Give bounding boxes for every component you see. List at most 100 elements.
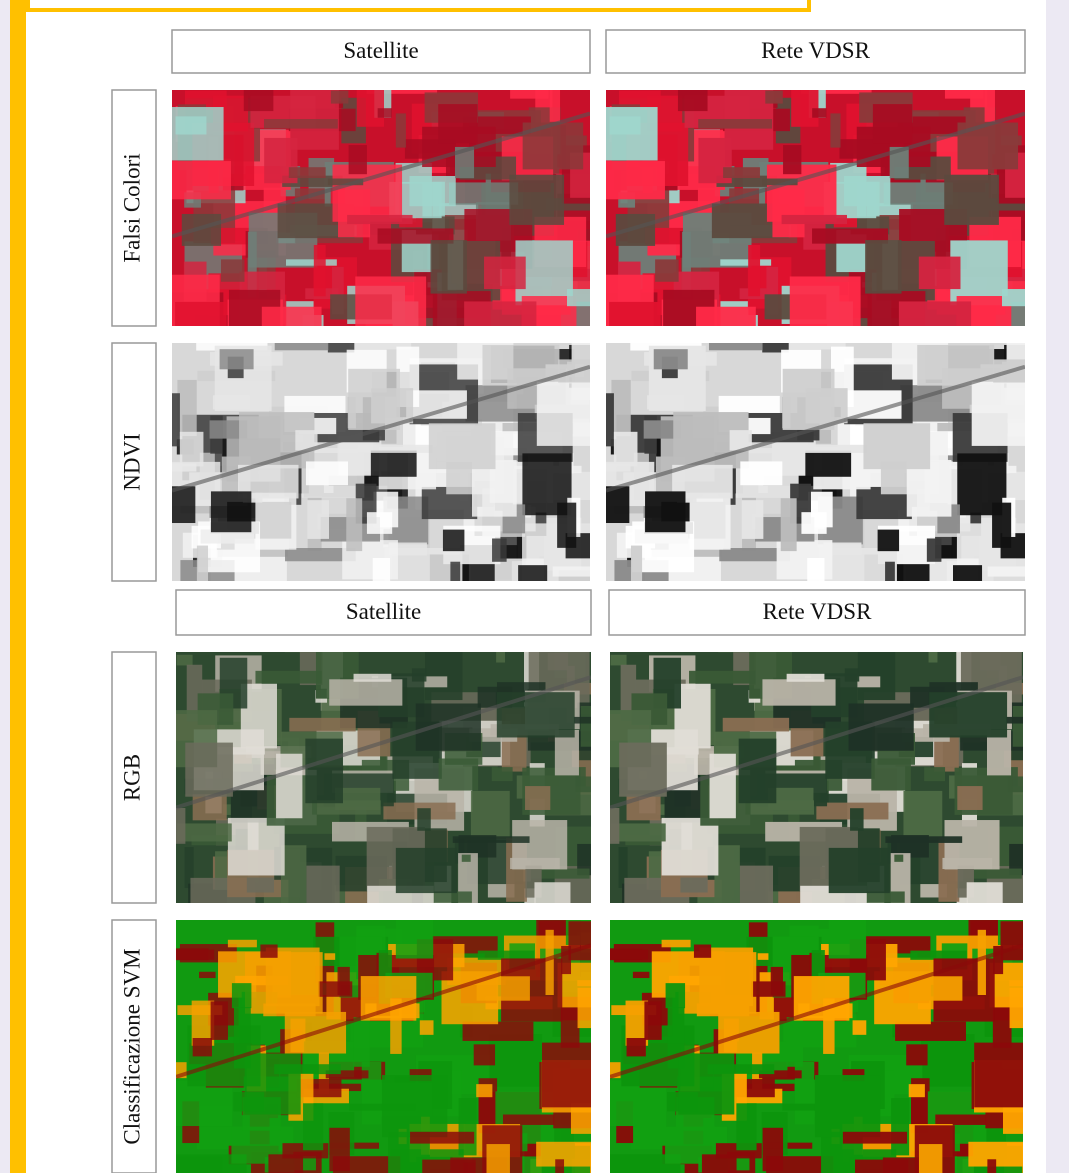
image-patch: [546, 930, 554, 995]
image-patch: [644, 1001, 661, 1039]
image-patch: [662, 818, 719, 876]
row-label: NDVI: [119, 433, 144, 491]
image-patch: [873, 104, 912, 143]
image-patch: [884, 182, 953, 204]
image-patch: [957, 786, 982, 810]
image-patch: [878, 530, 899, 552]
image-patch: [815, 1075, 880, 1137]
image-patch: [349, 145, 367, 174]
column-header: Rete VDSR: [761, 38, 870, 63]
image-patch: [740, 461, 782, 485]
image-patch: [471, 791, 510, 842]
image-patch: [903, 791, 942, 842]
image-patch: [662, 940, 691, 948]
image-patch: [412, 668, 426, 681]
image-patch: [919, 1144, 942, 1173]
image-patch: [694, 945, 711, 958]
image-patch: [924, 767, 945, 781]
image-patch: [509, 175, 564, 225]
image-patch: [492, 767, 513, 781]
image-patch: [723, 167, 760, 178]
image-patch: [742, 500, 764, 539]
image-patch: [289, 718, 355, 732]
image-patch: [371, 451, 417, 477]
image-patch: [792, 445, 867, 453]
image-patch: [974, 1043, 1028, 1108]
image-patch: [655, 259, 679, 281]
image-patch: [689, 671, 755, 684]
image-patch: [449, 182, 518, 204]
image-patch: [420, 1020, 434, 1035]
image-patch: [305, 739, 343, 804]
image-patch: [462, 855, 471, 862]
image-patch: [993, 1008, 1012, 1048]
figure: SatelliteRete VDSRSatelliteRete VDSRFals…: [0, 0, 1069, 1173]
image-patch: [865, 240, 901, 293]
image-patch: [431, 240, 467, 293]
image-patch: [645, 491, 685, 532]
image-patch: [289, 167, 326, 178]
top-banner-inner: [30, 0, 807, 8]
image-patch: [609, 808, 619, 844]
image-patch: [910, 951, 966, 960]
image-patch: [260, 945, 277, 958]
image-patch: [410, 1132, 474, 1144]
image-patch: [843, 1132, 907, 1144]
image-patch: [163, 161, 231, 199]
image-patch: [247, 878, 274, 893]
image-patch: [199, 972, 216, 978]
image-patch: [510, 858, 560, 869]
image-patch: [783, 369, 835, 430]
image-patch: [812, 108, 826, 118]
image-patch: [348, 369, 400, 430]
image-patch: [382, 1075, 447, 1137]
image-patch: [844, 176, 890, 206]
image-patch: [720, 259, 771, 265]
image-patch: [967, 882, 1003, 906]
image-patch: [228, 818, 285, 876]
image-patch: [422, 1160, 475, 1173]
image-patch: [542, 1043, 596, 1108]
image-patch: [396, 113, 406, 147]
image-patch: [783, 145, 801, 174]
image-patch: [748, 245, 760, 296]
image-patch: [211, 1001, 228, 1039]
image-patch: [801, 512, 826, 534]
image-patch: [264, 119, 338, 129]
column-header: Satellite: [343, 38, 418, 63]
image-patch: [474, 1044, 495, 1065]
image-patch: [548, 653, 568, 670]
image-patch: [211, 491, 251, 532]
image-patch: [855, 1160, 908, 1173]
image-patch: [228, 940, 257, 948]
image-patch: [557, 503, 576, 548]
image-patch: [478, 951, 534, 960]
image-patch: [927, 538, 942, 561]
image-patch: [909, 1084, 925, 1097]
image-patch: [303, 1103, 323, 1150]
image-patch: [980, 653, 1000, 670]
image-patch: [324, 953, 335, 960]
image-patch: [845, 668, 859, 681]
image-patch: [787, 1017, 803, 1066]
image-patch: [492, 538, 507, 561]
image-patch: [611, 380, 630, 436]
image-patch: [736, 1103, 756, 1150]
image-patch: [858, 645, 895, 700]
image-patch: [666, 983, 685, 1008]
image-patch: [255, 671, 321, 684]
image-patch: [678, 1053, 734, 1114]
image-patch: [263, 1003, 315, 1016]
image-patch: [357, 445, 432, 453]
row-label: Falsi Colori: [119, 153, 144, 262]
image-patch: [555, 1159, 564, 1173]
image-patch: [830, 113, 840, 147]
image-patch: [180, 432, 204, 467]
image-panel: [168, 913, 654, 1173]
image-patch: [185, 743, 233, 797]
image-patch: [680, 878, 707, 893]
image-patch: [497, 692, 575, 737]
image-patch: [338, 967, 350, 995]
column-header: Rete VDSR: [763, 599, 872, 624]
image-patch: [245, 1053, 301, 1114]
